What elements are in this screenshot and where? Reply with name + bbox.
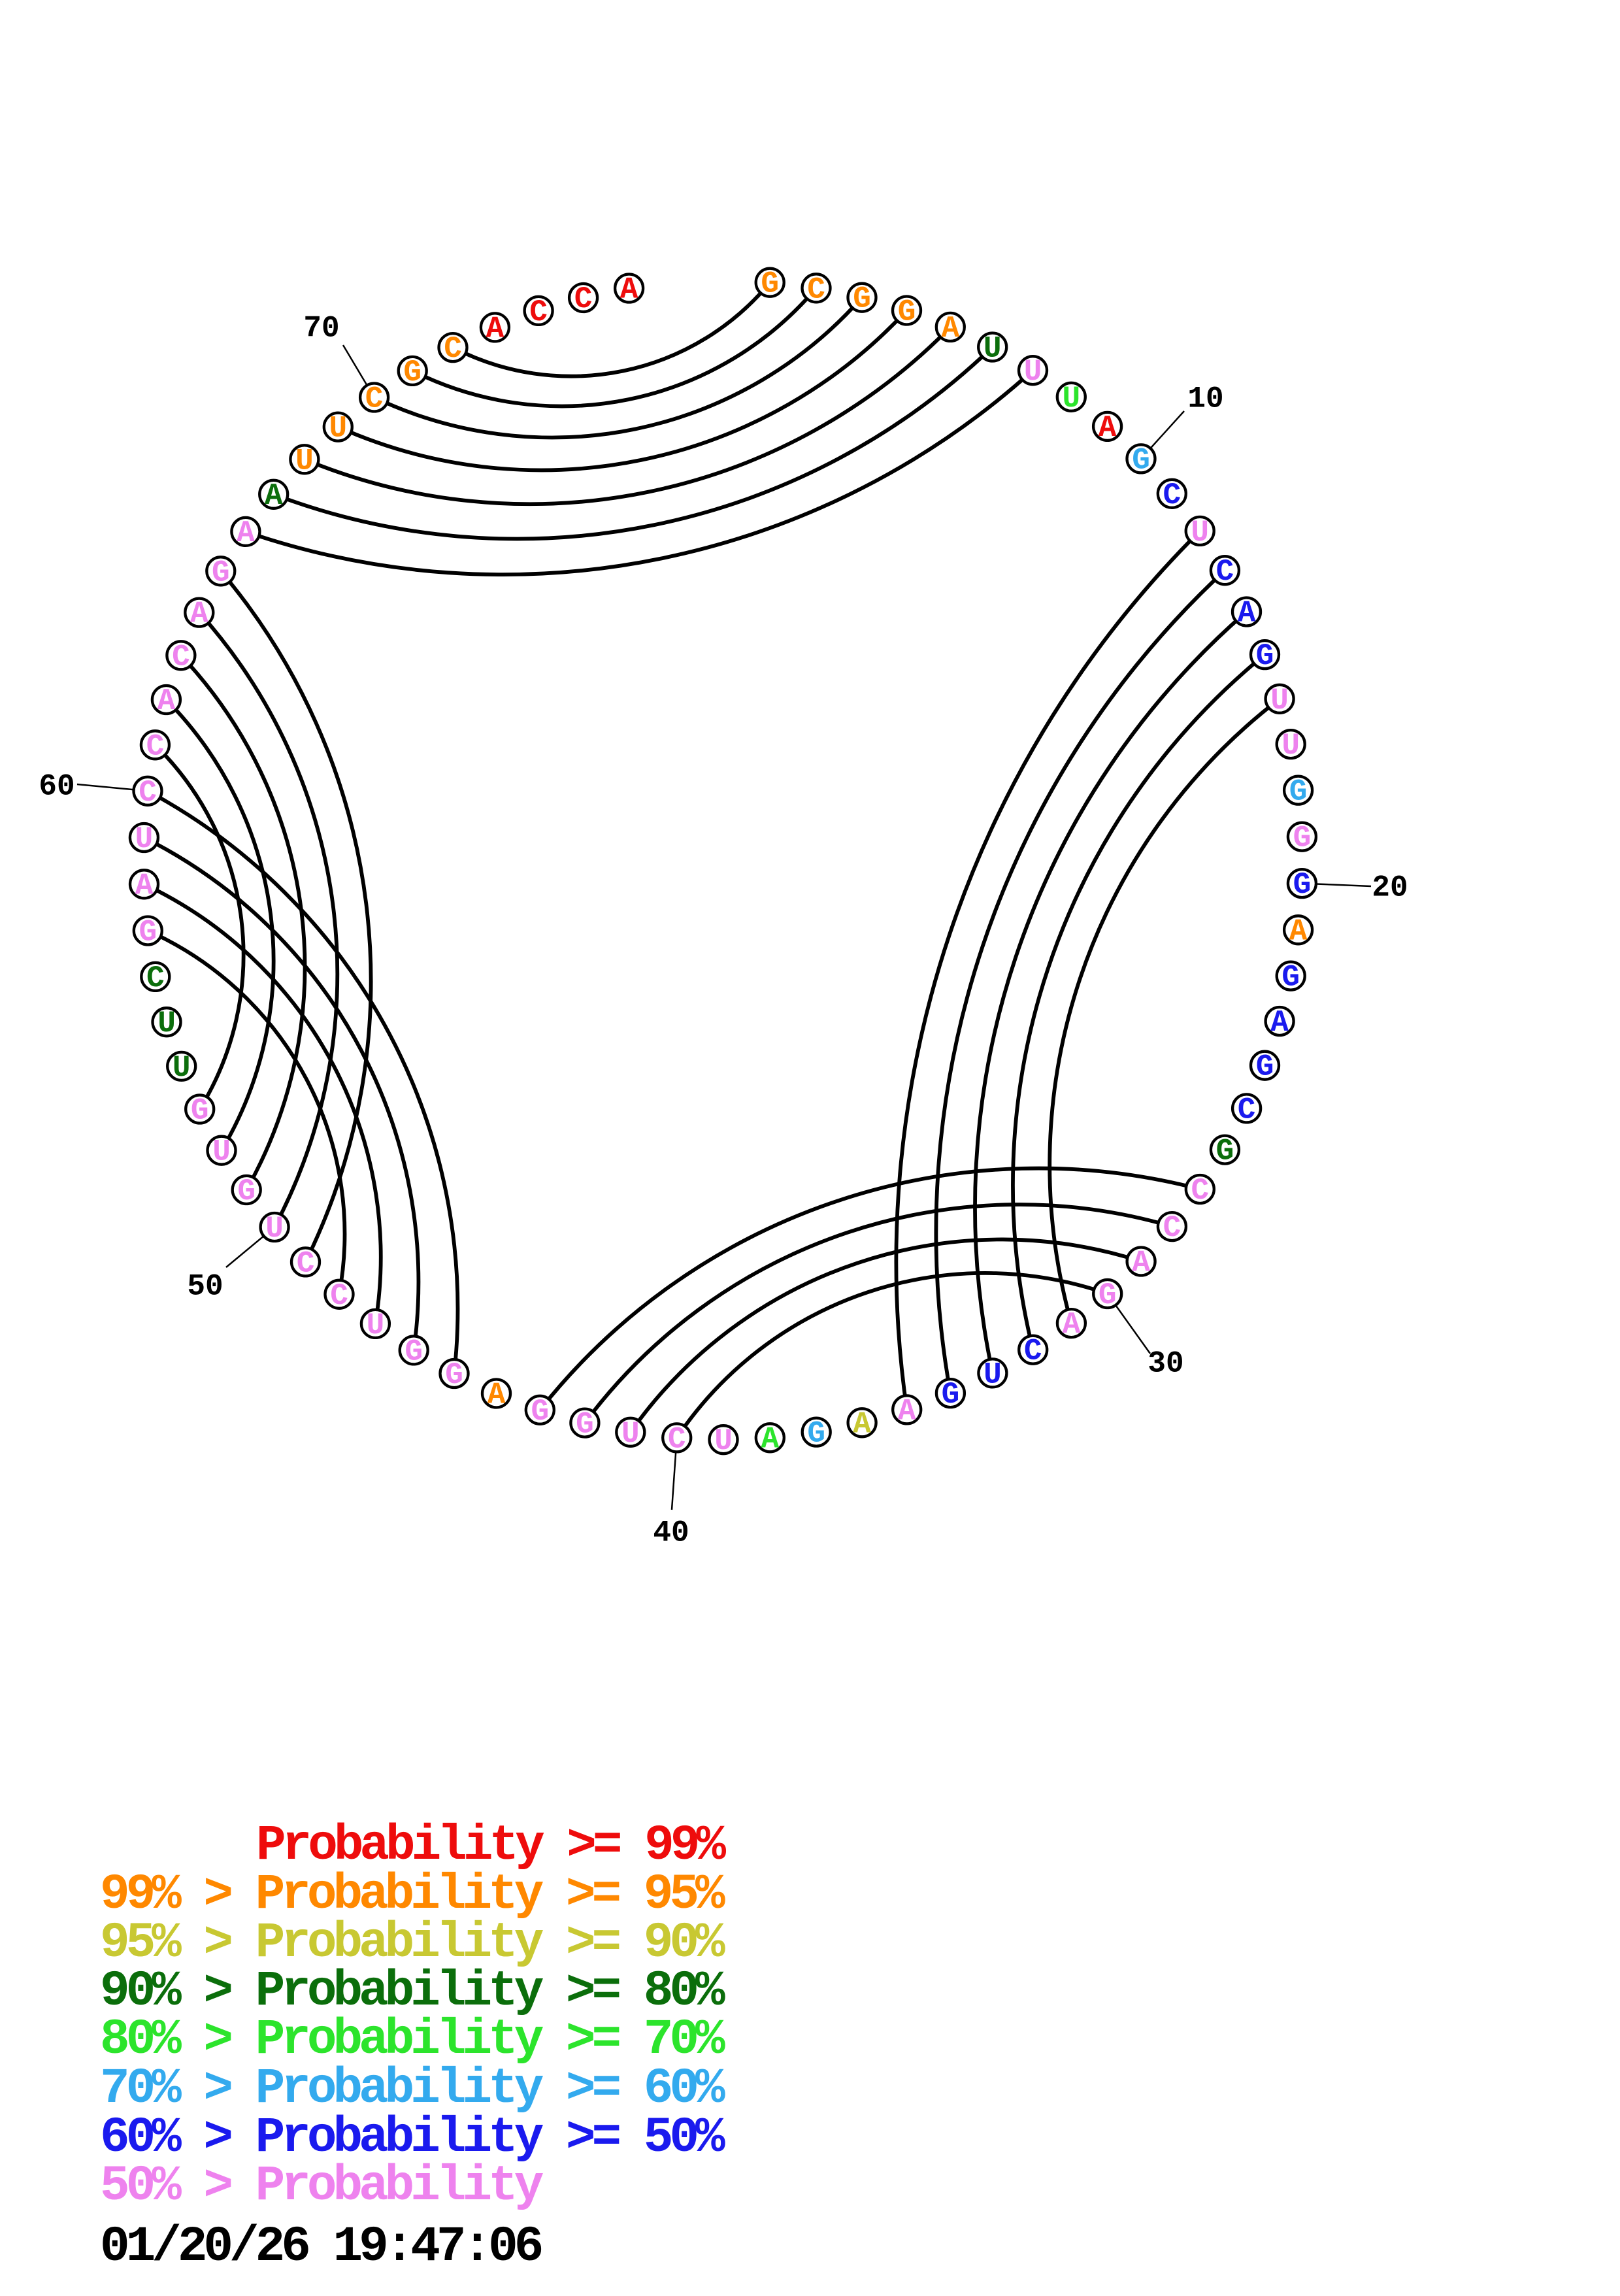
svg-text:G: G	[853, 282, 871, 316]
svg-text:U: U	[984, 332, 1002, 366]
svg-text:C: C	[444, 332, 462, 366]
svg-text:80% > Probability >= 70%: 80% > Probability >= 70%	[100, 2012, 725, 2068]
svg-text:30: 30	[1148, 1347, 1183, 1381]
svg-text:U: U	[157, 1007, 176, 1040]
svg-text:U: U	[1062, 382, 1080, 416]
svg-text:C: C	[146, 729, 165, 763]
svg-text:A: A	[135, 869, 154, 903]
svg-text:C: C	[1163, 1211, 1182, 1245]
svg-text:G: G	[942, 1378, 960, 1412]
svg-text:G: G	[237, 1174, 256, 1208]
svg-text:G: G	[403, 356, 422, 390]
svg-text:A: A	[1099, 411, 1117, 445]
svg-text:G: G	[1289, 775, 1308, 809]
svg-text:C: C	[1024, 1335, 1042, 1369]
svg-text:A: A	[620, 273, 638, 307]
svg-text:G: G	[576, 1408, 594, 1442]
svg-text:G: G	[1216, 1135, 1234, 1169]
svg-text:20: 20	[1372, 871, 1408, 905]
svg-text:C: C	[668, 1422, 686, 1456]
svg-text:95% > Probability >= 90%: 95% > Probability >= 90%	[100, 1915, 725, 1971]
svg-text:U: U	[1270, 684, 1289, 718]
svg-text:C: C	[807, 273, 825, 307]
svg-text:U: U	[1024, 355, 1042, 389]
svg-text:A: A	[853, 1407, 871, 1441]
svg-text:G: G	[445, 1358, 463, 1392]
svg-text:A: A	[898, 1394, 916, 1428]
svg-text:A: A	[1238, 597, 1256, 631]
svg-text:A: A	[157, 684, 176, 718]
svg-text:A: A	[488, 1378, 506, 1412]
svg-text:C: C	[297, 1246, 315, 1280]
svg-text:Probability >= 99%: Probability >= 99%	[256, 1818, 726, 1874]
svg-text:A: A	[265, 479, 283, 513]
svg-text:G: G	[1281, 961, 1300, 995]
svg-text:G: G	[761, 267, 779, 301]
svg-text:C: C	[139, 776, 157, 810]
svg-text:40: 40	[653, 1516, 689, 1550]
svg-text:U: U	[1281, 729, 1300, 763]
svg-text:99% > Probability >= 95%: 99% > Probability >= 95%	[100, 1867, 725, 1923]
svg-text:G: G	[1293, 868, 1312, 902]
svg-text:C: C	[330, 1279, 348, 1313]
svg-text:A: A	[1289, 914, 1308, 948]
svg-text:G: G	[1132, 443, 1150, 477]
svg-text:C: C	[1191, 1174, 1209, 1208]
svg-text:G: G	[1099, 1278, 1117, 1312]
svg-text:G: G	[531, 1395, 549, 1429]
svg-text:70% > Probability >= 60%: 70% > Probability >= 60%	[100, 2061, 725, 2117]
svg-text:U: U	[295, 444, 314, 478]
svg-text:C: C	[146, 961, 165, 995]
svg-text:G: G	[1256, 1050, 1274, 1084]
svg-text:A: A	[761, 1422, 779, 1456]
svg-text:G: G	[1293, 822, 1312, 856]
svg-text:60: 60	[39, 770, 74, 804]
svg-text:U: U	[173, 1051, 191, 1085]
svg-text:C: C	[1163, 478, 1181, 512]
svg-text:G: G	[807, 1417, 825, 1451]
svg-text:A: A	[190, 597, 208, 631]
svg-text:01/20/26 19:47:06: 01/20/26 19:47:06	[100, 2219, 542, 2275]
svg-text:50% > Probability: 50% > Probability	[100, 2158, 544, 2214]
svg-text:A: A	[1132, 1246, 1150, 1280]
svg-text:60% > Probability >= 50%: 60% > Probability >= 50%	[100, 2110, 725, 2166]
svg-text:90% > Probability >= 80%: 90% > Probability >= 80%	[100, 1963, 725, 2020]
svg-text:U: U	[1191, 516, 1209, 550]
svg-text:G: G	[191, 1094, 209, 1128]
svg-text:U: U	[329, 412, 347, 446]
svg-text:A: A	[237, 516, 255, 550]
svg-text:C: C	[1216, 555, 1234, 589]
svg-text:U: U	[212, 1135, 231, 1169]
svg-text:G: G	[212, 556, 230, 590]
svg-text:G: G	[139, 916, 157, 950]
svg-text:U: U	[984, 1357, 1002, 1391]
svg-text:U: U	[714, 1424, 733, 1458]
svg-text:C: C	[1238, 1093, 1256, 1127]
svg-text:C: C	[365, 382, 384, 416]
svg-text:A: A	[941, 312, 959, 346]
svg-text:70: 70	[303, 312, 339, 346]
svg-text:10: 10	[1187, 382, 1223, 416]
svg-text:G: G	[1256, 639, 1274, 673]
svg-text:C: C	[574, 282, 593, 316]
svg-text:50: 50	[187, 1270, 223, 1304]
svg-text:A: A	[486, 312, 504, 346]
svg-text:C: C	[172, 640, 190, 674]
svg-text:A: A	[1063, 1308, 1081, 1342]
svg-text:C: C	[529, 295, 548, 329]
svg-text:A: A	[1270, 1006, 1289, 1040]
svg-text:G: G	[405, 1335, 423, 1369]
svg-text:U: U	[621, 1417, 640, 1451]
svg-text:U: U	[135, 822, 154, 856]
svg-text:G: G	[898, 295, 916, 329]
svg-text:U: U	[265, 1212, 284, 1246]
svg-text:U: U	[367, 1308, 385, 1342]
